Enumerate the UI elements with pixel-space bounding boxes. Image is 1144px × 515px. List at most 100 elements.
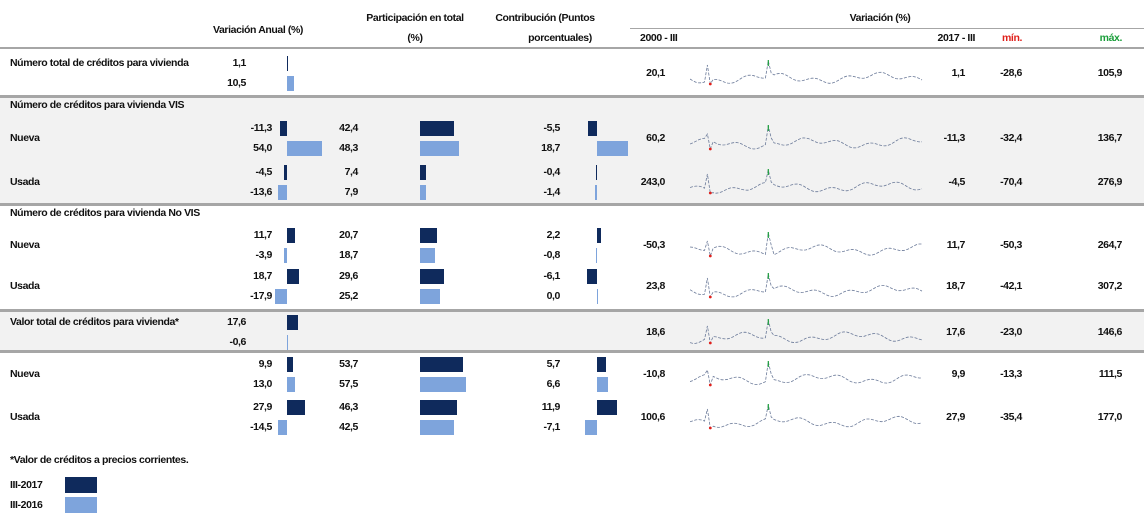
sparkline — [690, 273, 923, 299]
participation-value: 57,5 — [339, 378, 358, 390]
row-label: Usada — [10, 411, 40, 423]
band — [0, 97, 1144, 203]
variation-min: -23,0 — [1000, 326, 1022, 338]
variation-max: 307,2 — [1097, 280, 1123, 292]
variation-start: 243,0 — [640, 176, 666, 188]
contribution-value: 0,0 — [546, 290, 561, 302]
bar — [275, 288, 287, 304]
bar — [597, 227, 601, 243]
sparkline — [690, 169, 923, 195]
bar — [586, 268, 597, 284]
bar — [287, 140, 323, 156]
contribution-value: 6,6 — [546, 378, 561, 390]
row-label: Usada — [10, 280, 40, 292]
variation-start: -50,3 — [643, 239, 665, 251]
section-label: Número de créditos para vivienda No VIS — [10, 207, 200, 219]
sparkline — [690, 232, 922, 258]
variation-end: 11,7 — [946, 239, 966, 251]
annual-value: -14,5 — [250, 421, 272, 433]
bar — [594, 184, 597, 200]
legend-swatch — [65, 497, 97, 513]
contribution-value: 18,7 — [541, 142, 560, 154]
variation-start: -10,8 — [643, 368, 665, 380]
participation-value: 7,4 — [344, 166, 359, 178]
annual-value: 27,9 — [253, 401, 272, 413]
bar — [277, 419, 287, 435]
rule — [0, 47, 1144, 49]
contribution-value: 2,2 — [546, 229, 561, 241]
variation-end: -11,3 — [943, 132, 966, 144]
bar — [287, 227, 295, 243]
sparkline — [690, 60, 923, 86]
bar — [420, 120, 454, 136]
annual-value: 10,5 — [227, 77, 246, 89]
row-label: Nueva — [10, 368, 40, 380]
legend-label: III-2017 — [10, 479, 43, 491]
rule — [0, 203, 1144, 206]
bar — [287, 314, 299, 330]
contribution-value: -7,1 — [543, 421, 561, 433]
annual-value: 11,7 — [253, 229, 273, 241]
footnote: *Valor de créditos a precios corrientes. — [10, 454, 189, 466]
participation-value: 25,2 — [339, 290, 358, 302]
variation-end: 1,1 — [951, 67, 966, 79]
bar — [420, 419, 454, 435]
bar — [287, 55, 288, 71]
variation-end: 27,9 — [946, 411, 965, 423]
bar — [286, 334, 288, 350]
bar — [420, 356, 463, 372]
annual-value: 54,0 — [253, 142, 272, 154]
contribution-value: -1,4 — [543, 186, 561, 198]
annual-value: -4,5 — [255, 166, 273, 178]
bar — [597, 376, 608, 392]
header-contribution: porcentuales) — [528, 32, 592, 44]
band — [0, 311, 1144, 350]
bar — [279, 120, 287, 136]
contribution-value: -0,4 — [543, 166, 561, 178]
header-participation: (%) — [407, 32, 423, 44]
legend-label: III-2016 — [10, 499, 43, 511]
annual-value: 1,1 — [232, 57, 247, 69]
header-end: 2017 - III — [937, 32, 976, 44]
participation-value: 7,9 — [344, 186, 359, 198]
bar — [587, 120, 597, 136]
row-label: Nueva — [10, 239, 40, 251]
row-label: Nueva — [10, 132, 40, 144]
legend-swatch — [65, 477, 97, 493]
participation-value: 46,3 — [339, 401, 358, 413]
bar — [420, 247, 435, 263]
sparkline — [690, 125, 923, 151]
variation-max: 146,6 — [1097, 326, 1123, 338]
variation-end: 18,7 — [946, 280, 965, 292]
variation-min: -13,3 — [1000, 368, 1022, 380]
participation-value: 53,7 — [339, 358, 358, 370]
variation-start: 60,2 — [646, 132, 665, 144]
variation-max: 111,5 — [1098, 368, 1123, 380]
bar — [287, 399, 306, 415]
bar — [287, 268, 300, 284]
participation-value: 18,7 — [339, 249, 358, 261]
annual-value: -13,6 — [250, 186, 272, 198]
bar — [284, 164, 287, 180]
bar — [597, 288, 598, 304]
annual-value: -17,9 — [250, 290, 272, 302]
variation-start: 100,6 — [640, 411, 666, 423]
row-label: Número total de créditos para vivienda — [10, 57, 189, 69]
rule — [0, 350, 1144, 353]
row-label: Valor total de créditos para vivienda* — [10, 316, 179, 328]
annual-value: -3,9 — [255, 249, 273, 261]
variation-max: 105,9 — [1097, 67, 1123, 79]
header-variation: Variación (%) — [849, 12, 911, 24]
annual-value: 13,0 — [253, 378, 272, 390]
variation-min: -35,4 — [1000, 411, 1022, 423]
rule — [630, 28, 1144, 29]
annual-value: -11,3 — [250, 122, 273, 134]
variation-start: 18,6 — [646, 326, 665, 338]
participation-value: 20,7 — [339, 229, 358, 241]
header-start: 2000 - III — [640, 32, 678, 44]
variation-min: -42,1 — [1000, 280, 1022, 292]
header-participation: Participación en total — [366, 12, 464, 24]
sparkline — [690, 404, 923, 430]
bar — [597, 356, 607, 372]
